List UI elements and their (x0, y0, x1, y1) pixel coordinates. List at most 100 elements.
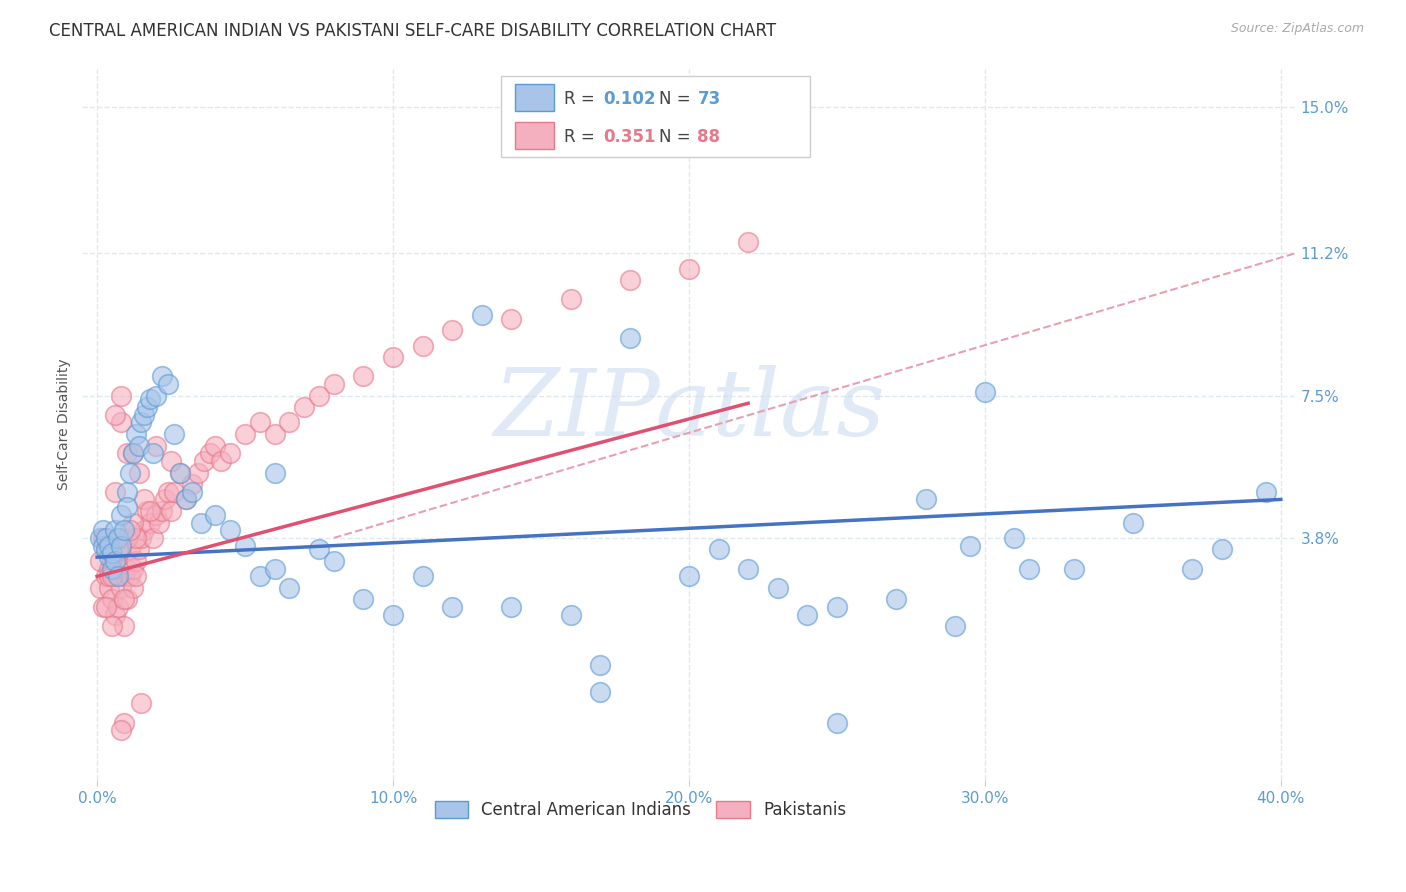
Point (128, 439, 150, 453)
Point (973, 384, 995, 399)
Point (121, 446, 143, 460)
Point (278, 416, 301, 430)
Point (89, 581, 111, 595)
Point (914, 492, 936, 507)
Point (145, 439, 167, 453)
Point (441, 323, 464, 337)
Point (121, 562, 143, 576)
Point (107, 531, 129, 545)
Point (352, 592, 374, 607)
Point (110, 581, 132, 595)
Point (104, 408, 127, 422)
Point (471, 308, 494, 322)
Point (115, 446, 138, 460)
Point (107, 600, 129, 615)
Point (110, 723, 132, 738)
Point (1122, 516, 1144, 530)
Point (1211, 542, 1233, 557)
Point (124, 554, 146, 568)
Point (560, 607, 582, 622)
Point (1181, 562, 1204, 576)
Point (180, 477, 202, 491)
Bar (516, 122, 554, 149)
Point (94, 531, 117, 545)
Point (110, 539, 132, 553)
Point (136, 400, 159, 414)
Point (115, 531, 138, 545)
Point (118, 542, 141, 557)
Point (233, 539, 256, 553)
Y-axis label: Self-Care Disability: Self-Care Disability (58, 359, 72, 491)
Point (174, 492, 197, 507)
Point (412, 338, 434, 352)
Point (101, 592, 124, 607)
Point (104, 607, 127, 622)
Point (501, 600, 523, 615)
Point (97, 539, 120, 553)
Point (115, 500, 138, 515)
Point (219, 446, 242, 460)
Point (134, 408, 156, 422)
Point (153, 492, 176, 507)
Point (89, 531, 111, 545)
Point (104, 523, 127, 537)
Point (263, 466, 285, 480)
Point (145, 508, 167, 522)
Point (110, 388, 132, 402)
Text: N =: N = (658, 89, 696, 108)
Point (94, 542, 117, 557)
Point (97, 562, 120, 576)
Point (101, 562, 124, 576)
Point (737, 235, 759, 249)
Point (589, 685, 612, 699)
Point (118, 523, 141, 537)
Point (678, 261, 700, 276)
Point (678, 569, 700, 583)
Point (160, 504, 183, 518)
Point (707, 542, 730, 557)
Point (104, 484, 127, 499)
Point (204, 508, 226, 522)
Point (101, 546, 124, 560)
Point (263, 427, 285, 442)
Text: Source: ZipAtlas.com: Source: ZipAtlas.com (1230, 22, 1364, 36)
Point (187, 466, 209, 480)
Point (169, 466, 191, 480)
Point (619, 273, 641, 287)
Point (157, 484, 180, 499)
Point (292, 400, 315, 414)
Point (198, 446, 221, 460)
Point (115, 484, 138, 499)
Point (94, 542, 117, 557)
Point (163, 427, 186, 442)
Point (278, 581, 301, 595)
Point (128, 542, 150, 557)
Point (101, 554, 124, 568)
Point (104, 554, 127, 568)
Point (107, 562, 129, 576)
Text: 88: 88 (697, 128, 720, 145)
Point (134, 523, 156, 537)
Point (190, 516, 212, 530)
Point (233, 427, 256, 442)
Point (737, 562, 759, 576)
Point (97, 581, 120, 595)
Point (382, 350, 405, 364)
Point (91, 600, 114, 615)
Point (136, 504, 159, 518)
Point (322, 554, 344, 568)
Point (322, 377, 344, 392)
Point (104, 569, 127, 583)
Point (308, 542, 330, 557)
Point (943, 619, 966, 633)
Point (91, 539, 114, 553)
Point (110, 542, 132, 557)
Point (110, 416, 132, 430)
Point (825, 600, 848, 615)
Point (112, 523, 135, 537)
Point (115, 592, 138, 607)
Point (766, 581, 789, 595)
Point (124, 531, 146, 545)
Point (94, 569, 117, 583)
Point (110, 508, 132, 522)
